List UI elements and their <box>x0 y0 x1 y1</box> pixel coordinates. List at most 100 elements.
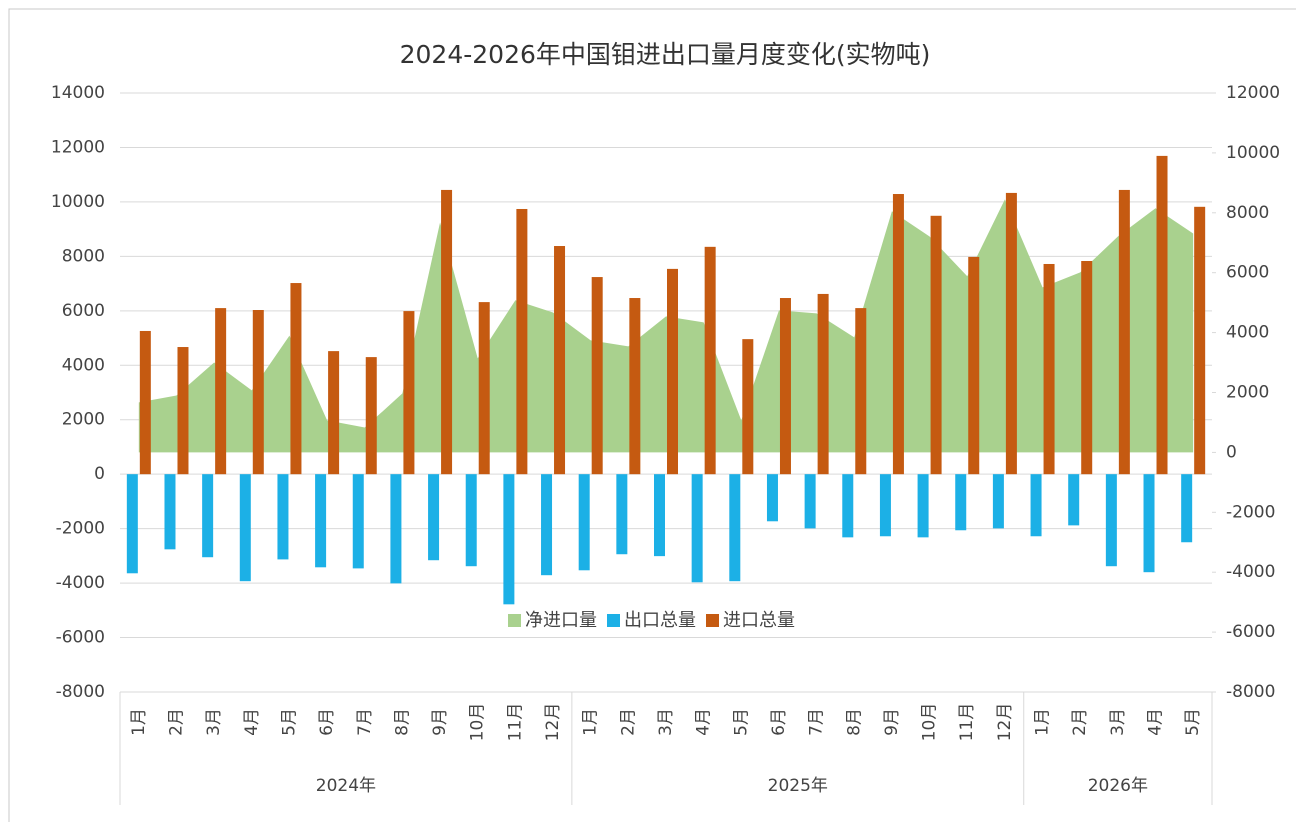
y-tick-label: -8000 <box>56 682 105 702</box>
bar <box>779 298 791 475</box>
y-tick-label: -6000 <box>56 628 105 648</box>
x-tick-label: 2月 <box>166 708 186 736</box>
bar <box>591 277 603 475</box>
bar <box>1081 260 1093 475</box>
net-import-area <box>138 199 1194 453</box>
bar <box>1143 474 1155 573</box>
y-tick-label: 14000 <box>51 83 105 103</box>
x-tick-label: 5月 <box>1183 708 1203 736</box>
y2-tick-label: 12000 <box>1226 83 1280 103</box>
bar <box>516 208 528 475</box>
x-tick-label: 2月 <box>1070 708 1090 736</box>
x-tick-label: 9月 <box>882 708 902 736</box>
x-tick-label: 5月 <box>279 708 299 736</box>
bar <box>428 474 440 561</box>
bar <box>667 268 678 475</box>
y2-tick-label: -4000 <box>1226 562 1275 582</box>
y-tick-label: -4000 <box>56 573 105 593</box>
x-tick-label: 7月 <box>807 708 827 736</box>
y2-tick-label: 6000 <box>1226 263 1269 283</box>
x-tick-label: 1月 <box>581 708 601 736</box>
bar <box>290 283 302 475</box>
bar <box>315 474 327 568</box>
bar <box>503 474 515 605</box>
bar <box>842 474 854 538</box>
x-tick-label: 10月 <box>468 703 488 742</box>
bar <box>1181 474 1193 543</box>
legend-label: 净进口量 <box>525 610 597 631</box>
bar <box>855 308 867 475</box>
bar <box>352 474 364 569</box>
legend-label: 出口总量 <box>624 610 696 631</box>
y-tick-label: 0 <box>94 464 105 484</box>
bar <box>968 256 980 475</box>
bar <box>917 474 929 538</box>
bar <box>1068 474 1080 526</box>
x-tick-label: 4月 <box>242 708 262 736</box>
legend-swatch <box>706 614 719 627</box>
bar <box>1105 474 1117 567</box>
bar <box>1194 206 1206 475</box>
x-tick-label: 8月 <box>392 708 412 736</box>
bar <box>403 311 415 475</box>
x-tick-label: 5月 <box>731 708 751 736</box>
bar <box>126 474 138 574</box>
bar <box>177 347 189 475</box>
x-tick-label: 4月 <box>694 708 714 736</box>
bar <box>654 474 665 557</box>
bar <box>817 293 829 475</box>
x-tick-label: 4月 <box>1146 708 1166 736</box>
bar <box>578 474 590 571</box>
y-tick-label: 4000 <box>62 355 105 375</box>
bar <box>441 189 453 475</box>
x-tick-label: 3月 <box>656 708 676 736</box>
bar <box>139 330 151 475</box>
legend-swatch <box>607 614 620 627</box>
x-tick-label: 12月 <box>995 703 1015 742</box>
x-tick-label: 1月 <box>129 708 149 736</box>
bar <box>766 474 778 522</box>
bar <box>164 474 176 550</box>
bar <box>465 474 477 567</box>
bar <box>992 474 1004 529</box>
legend-label: 进口总量 <box>723 610 795 631</box>
bar <box>691 474 703 583</box>
bar <box>955 474 967 531</box>
bar <box>892 194 904 475</box>
y2-tick-label: -6000 <box>1226 622 1275 642</box>
bar <box>629 298 641 475</box>
bar <box>365 357 377 475</box>
y-tick-label: 10000 <box>51 192 105 212</box>
bar <box>1043 263 1055 475</box>
y-tick-label: -2000 <box>56 519 105 539</box>
bar <box>879 474 891 537</box>
x-tick-label: 10月 <box>920 703 940 742</box>
bar <box>478 302 490 475</box>
y2-tick-label: 8000 <box>1226 203 1269 223</box>
group-label: 2025年 <box>768 776 828 796</box>
bar <box>616 474 628 555</box>
bar <box>541 474 553 576</box>
group-label: 2026年 <box>1088 776 1148 796</box>
bar <box>239 474 251 582</box>
x-tick-label: 9月 <box>430 708 450 736</box>
group-label: 2024年 <box>316 776 376 796</box>
legend-swatch <box>508 614 521 627</box>
y2-tick-label: 2000 <box>1226 383 1269 403</box>
legend: 净进口量 出口总量 进口总量 <box>508 610 795 631</box>
y2-tick-label: 0 <box>1226 442 1237 462</box>
y2-tick-label: 4000 <box>1226 323 1269 343</box>
x-tick-label: 3月 <box>1108 708 1128 736</box>
x-tick-label: 11月 <box>505 703 525 742</box>
bar <box>328 351 340 475</box>
bar <box>1005 192 1017 475</box>
x-tick-label: 8月 <box>844 708 864 736</box>
x-tick-label: 6月 <box>317 708 337 736</box>
x-tick-label: 2月 <box>618 708 638 736</box>
bar <box>215 308 227 475</box>
bar <box>252 310 264 475</box>
bar <box>277 474 289 560</box>
bar <box>704 246 716 475</box>
bar <box>202 474 214 558</box>
